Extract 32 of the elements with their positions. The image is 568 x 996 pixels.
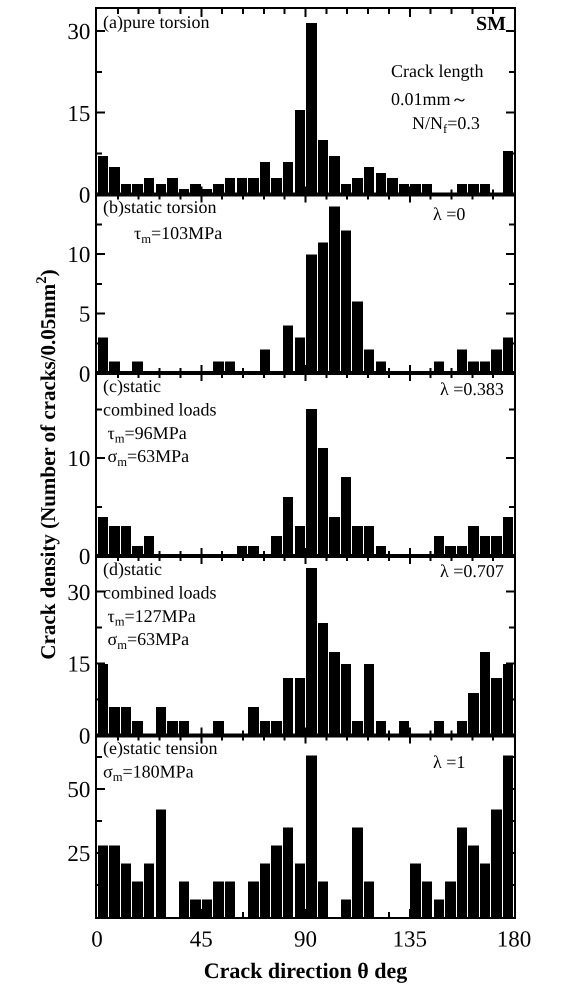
annotation: λ =0 [433, 204, 466, 224]
annotation: (d)static combined loads τ$_{m}$=127MPa σ$_{m}$=63MPa [103, 559, 216, 652]
x-tick-label: 180 [496, 926, 532, 952]
y-tick-label: 10 [67, 446, 90, 472]
y-tick-label: 30 [67, 18, 90, 44]
annotation: (e)static tension σ$_{m}$=180MPa [103, 738, 218, 784]
annotation: 0.01mm～ [391, 89, 469, 109]
y-tick-label: 15 [67, 100, 90, 126]
x-axis-title: Crack direction θ deg [204, 958, 408, 983]
annotation: τ$_{m}$=103MPa [134, 223, 222, 246]
y-tick-label: 0 [78, 182, 90, 208]
annotation: (c)static combined loads τ$_{m}$=96MPa σ$_{m}$=63MPa [103, 376, 216, 469]
y-tick-label: 5 [78, 302, 90, 327]
annotation: λ =1 [433, 752, 466, 772]
x-tick-label: 90 [294, 926, 317, 952]
y-tick-label: 10 [67, 242, 90, 268]
annotation: Crack length [391, 61, 484, 81]
annotation: λ =0.383 [440, 379, 504, 399]
annotation: N/N$_{f}$=0.3 [412, 113, 480, 136]
annotation: (a)pure torsion [103, 12, 210, 32]
y-tick-label: 0 [78, 723, 90, 748]
annotation: (b)static torsion [103, 197, 216, 217]
y-tick-label: 25 [67, 841, 90, 866]
y-tick-label: 30 [67, 580, 90, 605]
y-tick-label: 15 [67, 652, 90, 677]
annotation: λ =0.707 [440, 561, 504, 581]
x-tick-label: 45 [190, 926, 213, 952]
x-tick-label: 135 [392, 926, 427, 952]
y-tick-label: 0 [78, 361, 90, 386]
y-tick-label: 50 [67, 777, 90, 802]
annotation: SM [476, 13, 506, 35]
y-tick-label: 0 [78, 544, 90, 569]
